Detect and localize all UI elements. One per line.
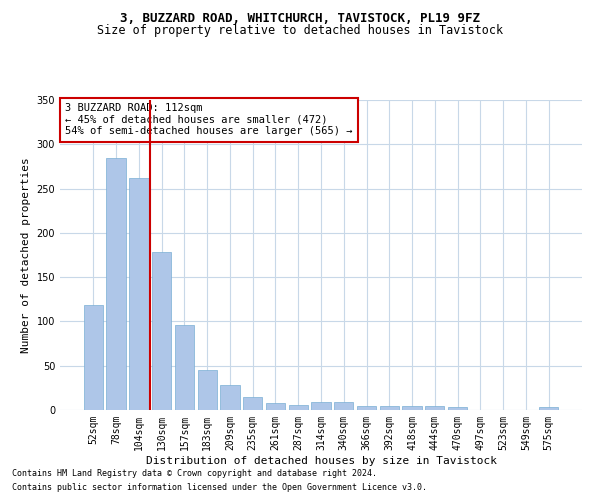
Bar [539, 408, 558, 410]
Bar [289, 404, 308, 410]
Bar [197, 370, 217, 410]
Bar [84, 304, 103, 410]
Bar [403, 406, 422, 410]
Bar [334, 402, 353, 410]
Bar [106, 158, 126, 410]
Bar [311, 402, 331, 410]
Bar [425, 406, 445, 410]
Bar [152, 252, 172, 410]
Text: 3, BUZZARD ROAD, WHITCHURCH, TAVISTOCK, PL19 9FZ: 3, BUZZARD ROAD, WHITCHURCH, TAVISTOCK, … [120, 12, 480, 26]
X-axis label: Distribution of detached houses by size in Tavistock: Distribution of detached houses by size … [146, 456, 497, 466]
Text: Contains public sector information licensed under the Open Government Licence v3: Contains public sector information licen… [12, 484, 427, 492]
Text: Contains HM Land Registry data © Crown copyright and database right 2024.: Contains HM Land Registry data © Crown c… [12, 468, 377, 477]
Bar [448, 408, 467, 410]
Y-axis label: Number of detached properties: Number of detached properties [21, 157, 31, 353]
Bar [220, 385, 239, 410]
Text: 3 BUZZARD ROAD: 112sqm
← 45% of detached houses are smaller (472)
54% of semi-de: 3 BUZZARD ROAD: 112sqm ← 45% of detached… [65, 103, 353, 136]
Bar [243, 396, 262, 410]
Bar [266, 403, 285, 410]
Bar [129, 178, 149, 410]
Bar [357, 406, 376, 410]
Text: Size of property relative to detached houses in Tavistock: Size of property relative to detached ho… [97, 24, 503, 37]
Bar [380, 406, 399, 410]
Bar [175, 325, 194, 410]
